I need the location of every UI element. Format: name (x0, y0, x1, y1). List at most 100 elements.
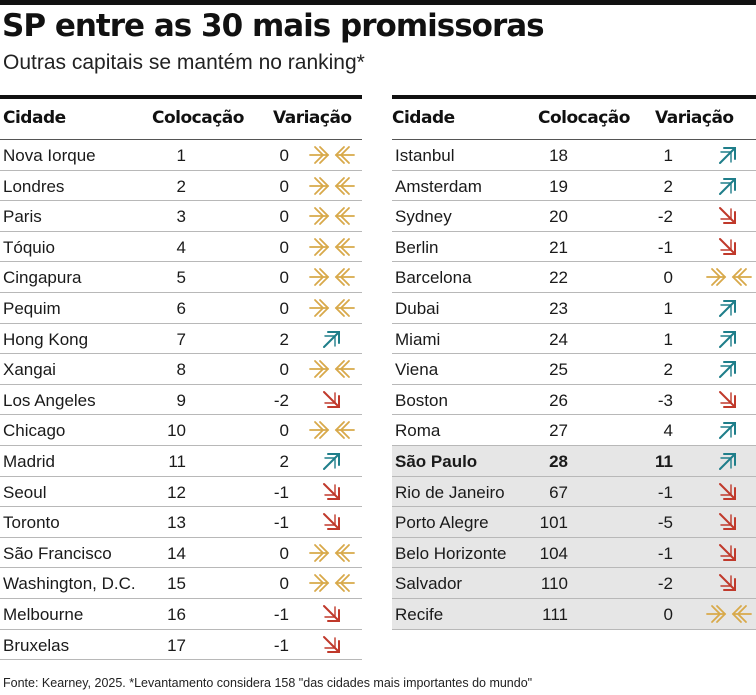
rank-position: 11 (168, 451, 186, 471)
rank-position: 22 (549, 268, 568, 288)
rank-variation: 0 (279, 146, 289, 165)
table-row: Tóquio 4 0 (0, 232, 362, 263)
converging-arrows-icon (308, 236, 356, 258)
table-row: Washington, D.C. 15 0 (0, 568, 362, 599)
rank-position: 110 (540, 574, 568, 594)
rank-variation: 1 (663, 146, 673, 165)
ranking-table-right: Cidade Colocação Variação Istanbul 18 1 Ams… (392, 95, 756, 630)
city-name: Toronto (3, 513, 60, 533)
arrow-down-right-icon (321, 511, 343, 533)
rank-variation: -3 (657, 390, 673, 410)
table-header: Cidade Colocação Variação (392, 99, 756, 140)
rank-position: 111 (542, 604, 568, 624)
rank-position: 101 (539, 513, 568, 533)
city-name: Bruxelas (3, 635, 70, 655)
arrow-down-right-icon (717, 481, 739, 503)
rank-variation: -1 (273, 635, 289, 655)
table-row: Viena 25 2 (392, 354, 756, 385)
arrow-down-right-icon (717, 205, 739, 227)
rank-variation: 0 (279, 268, 289, 288)
rank-variation: 2 (663, 176, 673, 196)
city-name: São Francisco (3, 543, 112, 563)
rank-position: 14 (167, 543, 186, 563)
city-name: Nova Iorque (3, 146, 96, 165)
converging-arrows-icon (308, 542, 356, 564)
rank-variation: 0 (279, 176, 289, 196)
rank-variation: 0 (663, 604, 673, 624)
rank-variation: -1 (273, 482, 289, 502)
rank-position: 15 (167, 574, 186, 594)
table-row: Roma 27 4 (392, 415, 756, 446)
arrow-down-right-icon (321, 389, 343, 411)
header-city: Cidade (3, 108, 66, 128)
arrow-up-right-icon (717, 175, 739, 197)
rank-position: 1 (176, 146, 186, 165)
table-body: Istanbul 18 1 Amsterdam 19 2 Sydney 20 -2 Berlin 2… (392, 140, 756, 630)
city-name: Viena (395, 360, 439, 380)
table-row: Madrid 11 2 (0, 446, 362, 477)
rank-variation: 0 (279, 207, 289, 227)
rank-position: 5 (176, 268, 186, 288)
arrow-up-right-icon (717, 450, 739, 472)
converging-arrows-icon (308, 144, 356, 166)
converging-arrows-icon (308, 297, 356, 319)
city-name: Porto Alegre (395, 513, 489, 533)
table-row: Bruxelas 17 -1 (0, 630, 362, 661)
city-name: Washington, D.C. (3, 574, 136, 594)
header-variation: Variação (655, 108, 734, 128)
rank-position: 10 (167, 421, 186, 441)
city-name: Belo Horizonte (395, 543, 507, 563)
arrow-down-right-icon (717, 542, 739, 564)
arrow-up-right-icon (717, 144, 739, 166)
rank-variation: -1 (273, 513, 289, 533)
table-row: Pequim 6 0 (0, 293, 362, 324)
arrow-down-right-icon (717, 572, 739, 594)
rank-position: 8 (176, 360, 186, 380)
rank-position: 23 (549, 298, 568, 318)
rank-position: 16 (167, 604, 186, 624)
table-row: São Francisco 14 0 (0, 538, 362, 569)
arrow-down-right-icon (321, 603, 343, 625)
rank-variation: -2 (657, 207, 673, 227)
table-row: Boston 26 -3 (392, 385, 756, 416)
rank-variation: 11 (655, 451, 673, 471)
arrow-up-right-icon (717, 358, 739, 380)
ranking-table-left: Cidade Colocação Variação Nova Iorque 1 0 L… (0, 95, 362, 661)
source-note: Fonte: Kearney, 2025. *Levantamento cons… (3, 676, 533, 690)
city-name: São Paulo (395, 451, 478, 471)
rank-variation: 2 (663, 360, 673, 380)
city-name: Boston (395, 390, 448, 410)
table-row: Istanbul 18 1 (392, 140, 756, 171)
table-row: Londres 2 0 (0, 171, 362, 202)
rank-position: 20 (549, 207, 568, 227)
city-name: Berlin (395, 237, 439, 257)
rank-position: 21 (549, 237, 568, 257)
top-rule (0, 0, 756, 5)
converging-arrows-icon (705, 266, 753, 288)
table-row: Rio de Janeiro 67 -1 (392, 476, 756, 508)
city-name: Xangai (3, 360, 56, 380)
city-name: Madrid (3, 451, 55, 471)
converging-arrows-icon (705, 603, 753, 625)
rank-position: 9 (176, 390, 186, 410)
rank-position: 13 (167, 513, 186, 533)
header-city: Cidade (392, 108, 455, 128)
rank-position: 7 (176, 329, 186, 349)
page-subtitle: Outras capitais se mantém no ranking* (3, 51, 365, 74)
table-row: Toronto 13 -1 (0, 507, 362, 538)
table-row: Recife 111 0 (392, 598, 756, 630)
rank-variation: -5 (657, 513, 673, 533)
table-row: Belo Horizonte 104 -1 (392, 537, 756, 569)
rank-variation: 0 (279, 237, 289, 257)
city-name: Barcelona (395, 268, 472, 288)
city-name: Salvador (395, 574, 463, 594)
rank-position: 2 (176, 176, 186, 196)
table-row: Xangai 8 0 (0, 354, 362, 385)
table-row: Seoul 12 -1 (0, 477, 362, 508)
rank-variation: 0 (279, 298, 289, 318)
rank-variation: -2 (273, 390, 289, 410)
city-name: Istanbul (395, 146, 455, 165)
city-name: Seoul (3, 482, 47, 502)
city-name: Melbourne (3, 604, 84, 624)
table-row: Melbourne 16 -1 (0, 599, 362, 630)
